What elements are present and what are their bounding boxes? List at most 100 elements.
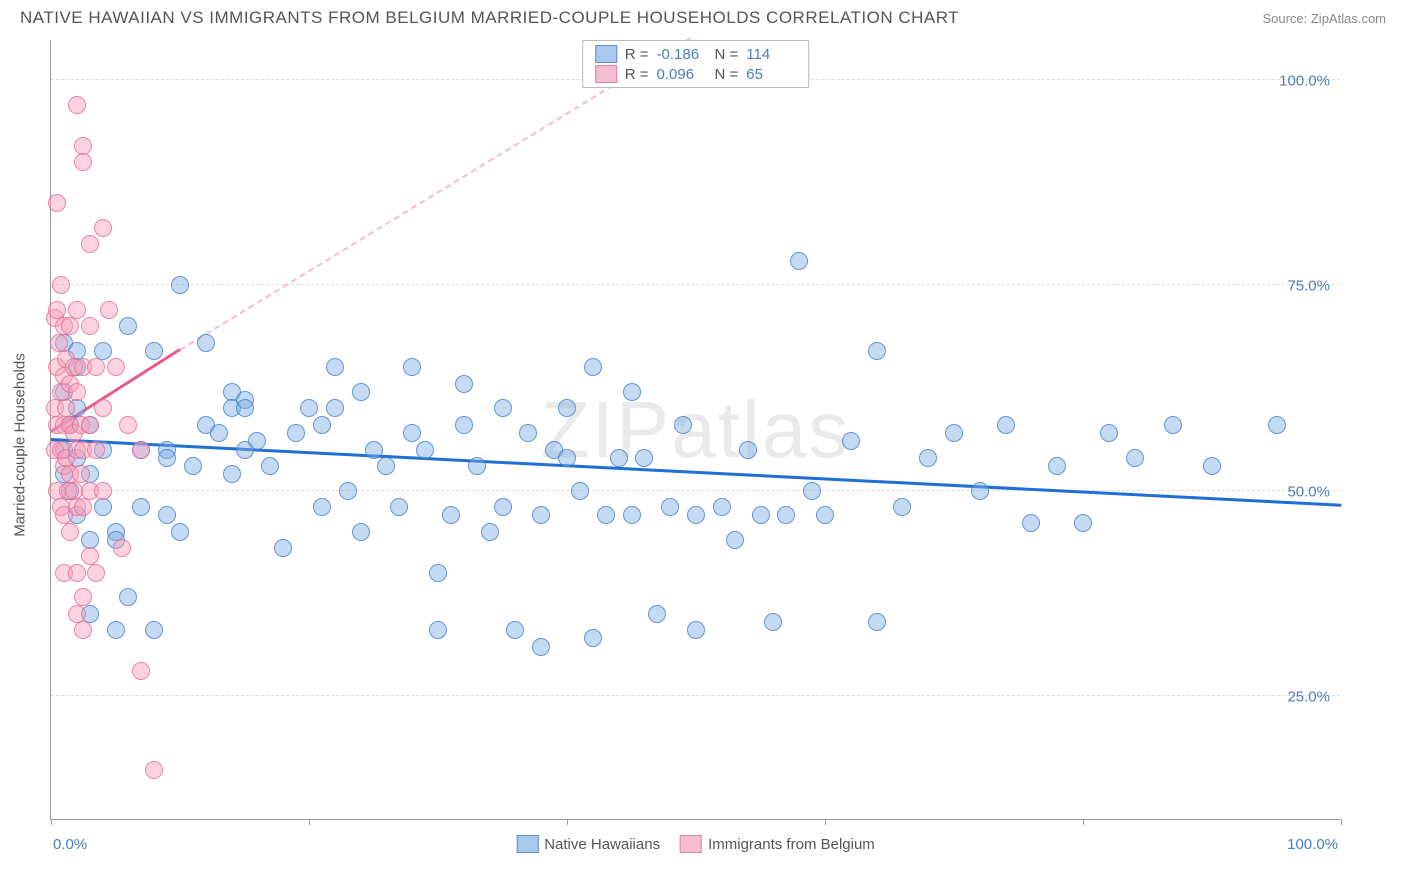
data-point	[739, 441, 757, 459]
data-point	[893, 498, 911, 516]
data-point	[326, 399, 344, 417]
data-point	[145, 342, 163, 360]
data-point	[339, 482, 357, 500]
data-point	[868, 342, 886, 360]
data-point	[132, 498, 150, 516]
series-legend-item: Immigrants from Belgium	[680, 835, 875, 853]
y-tick-label: 25.0%	[1287, 688, 1330, 705]
data-point	[403, 358, 421, 376]
data-point	[674, 416, 692, 434]
data-point	[132, 662, 150, 680]
x-tick	[51, 819, 52, 825]
chart-container: Married-couple Households ZIPatlas 25.0%…	[50, 40, 1390, 850]
data-point	[842, 432, 860, 450]
data-point	[81, 416, 99, 434]
data-point	[94, 498, 112, 516]
n-label: N =	[715, 66, 739, 83]
data-point	[50, 334, 68, 352]
data-point	[87, 564, 105, 582]
x-tick	[1083, 819, 1084, 825]
data-point	[1203, 457, 1221, 475]
correlation-legend: R =-0.186N =114R =0.096N =65	[582, 40, 810, 88]
data-point	[132, 441, 150, 459]
data-point	[68, 96, 86, 114]
data-point	[803, 482, 821, 500]
data-point	[61, 523, 79, 541]
y-axis-label: Married-couple Households	[12, 353, 29, 536]
data-point	[313, 416, 331, 434]
data-point	[100, 301, 118, 319]
data-point	[584, 358, 602, 376]
data-point	[74, 498, 92, 516]
data-point	[68, 605, 86, 623]
data-point	[68, 564, 86, 582]
data-point	[81, 235, 99, 253]
y-tick-label: 50.0%	[1287, 483, 1330, 500]
data-point	[519, 424, 537, 442]
data-point	[119, 416, 137, 434]
data-point	[74, 588, 92, 606]
data-point	[403, 424, 421, 442]
data-point	[1126, 449, 1144, 467]
data-point	[816, 506, 834, 524]
data-point	[455, 416, 473, 434]
data-point	[287, 424, 305, 442]
data-point	[455, 375, 473, 393]
legend-swatch	[595, 65, 617, 83]
r-value: -0.186	[657, 46, 707, 63]
data-point	[365, 441, 383, 459]
chart-header: NATIVE HAWAIIAN VS IMMIGRANTS FROM BELGI…	[0, 0, 1406, 32]
x-tick	[567, 819, 568, 825]
data-point	[1074, 514, 1092, 532]
data-point	[326, 358, 344, 376]
data-point	[623, 506, 641, 524]
data-point	[94, 482, 112, 500]
data-point	[597, 506, 615, 524]
r-value: 0.096	[657, 66, 707, 83]
data-point	[74, 153, 92, 171]
series-legend-item: Native Hawaiians	[516, 835, 660, 853]
data-point	[119, 317, 137, 335]
data-point	[87, 358, 105, 376]
data-point	[558, 399, 576, 417]
data-point	[81, 547, 99, 565]
data-point	[790, 252, 808, 270]
data-point	[87, 441, 105, 459]
data-point	[48, 194, 66, 212]
data-point	[68, 383, 86, 401]
data-point	[81, 531, 99, 549]
data-point	[610, 449, 628, 467]
data-point	[94, 342, 112, 360]
data-point	[61, 317, 79, 335]
data-point	[145, 621, 163, 639]
data-point	[442, 506, 460, 524]
series-legend: Native Hawaiians Immigrants from Belgium	[516, 835, 875, 853]
data-point	[1268, 416, 1286, 434]
data-point	[764, 613, 782, 631]
data-point	[145, 761, 163, 779]
data-point	[416, 441, 434, 459]
data-point	[236, 399, 254, 417]
data-point	[584, 629, 602, 647]
data-point	[171, 523, 189, 541]
data-point	[687, 621, 705, 639]
data-point	[74, 137, 92, 155]
watermark: ZIPatlas	[541, 384, 850, 476]
data-point	[494, 399, 512, 417]
data-point	[57, 399, 75, 417]
data-point	[72, 465, 90, 483]
y-tick-label: 100.0%	[1279, 73, 1330, 90]
data-point	[119, 588, 137, 606]
data-point	[210, 424, 228, 442]
data-point	[52, 276, 70, 294]
data-point	[68, 301, 86, 319]
data-point	[687, 506, 705, 524]
data-point	[713, 498, 731, 516]
data-point	[429, 621, 447, 639]
data-point	[997, 416, 1015, 434]
plot-area: ZIPatlas 25.0%50.0%75.0%100.0%0.0%100.0%…	[50, 40, 1340, 820]
data-point	[661, 498, 679, 516]
y-tick-label: 75.0%	[1287, 278, 1330, 295]
x-tick	[309, 819, 310, 825]
data-point	[158, 506, 176, 524]
